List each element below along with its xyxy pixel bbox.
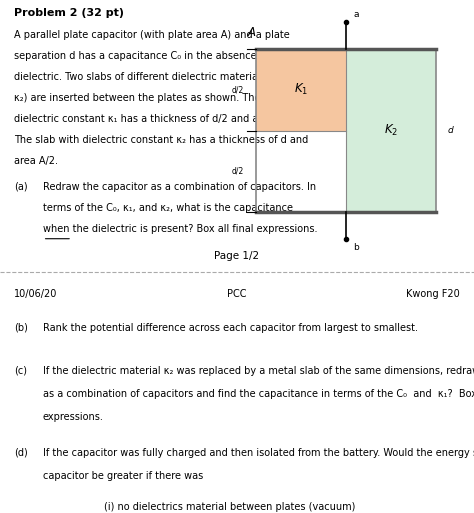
Text: (a): (a) <box>14 182 28 192</box>
Text: when the dielectric is present? Box all final expressions.: when the dielectric is present? Box all … <box>43 224 317 234</box>
Text: If the capacitor was fully charged and then isolated from the battery. Would the: If the capacitor was fully charged and t… <box>43 448 474 458</box>
Text: $K_1$: $K_1$ <box>294 82 308 97</box>
Text: If the dielectric material κ₂ was replaced by a metal slab of the same dimension: If the dielectric material κ₂ was replac… <box>43 366 474 376</box>
Text: d/2: d/2 <box>232 167 244 176</box>
Text: PCC: PCC <box>227 289 247 299</box>
Text: 10/06/20: 10/06/20 <box>14 289 58 299</box>
Bar <box>256 49 436 212</box>
Bar <box>256 49 346 130</box>
Text: Rank the potential difference across each capacitor from largest to smallest.: Rank the potential difference across eac… <box>43 323 418 332</box>
Text: $K_2$: $K_2$ <box>384 123 398 138</box>
Text: d/2: d/2 <box>232 85 244 94</box>
Text: Kwong F20: Kwong F20 <box>406 289 460 299</box>
Text: A: A <box>247 26 255 39</box>
Text: separation d has a capacitance C₀ in the absence of a: separation d has a capacitance C₀ in the… <box>14 51 278 61</box>
Text: Page 1/2: Page 1/2 <box>214 251 260 261</box>
Text: expressions.: expressions. <box>43 412 103 422</box>
Text: κ₂) are inserted between the plates as shown. The slab with: κ₂) are inserted between the plates as s… <box>14 93 308 103</box>
Text: Redraw the capacitor as a combination of capacitors. In: Redraw the capacitor as a combination of… <box>43 182 316 192</box>
Text: a: a <box>353 10 359 19</box>
Text: (d): (d) <box>14 448 28 458</box>
Text: (i) no dielectrics material between plates (vacuum): (i) no dielectrics material between plat… <box>104 502 356 512</box>
Text: capacitor be greater if there was: capacitor be greater if there was <box>43 471 203 481</box>
Text: dielectric constant κ₁ has a thickness of d/2 and area A/2.: dielectric constant κ₁ has a thickness o… <box>14 114 297 124</box>
Text: (c): (c) <box>14 366 27 376</box>
Text: dielectric. Two slabs of different dielectric material (κ₁ and: dielectric. Two slabs of different diele… <box>14 72 299 82</box>
Text: d: d <box>448 126 454 135</box>
Text: A parallel plate capacitor (with plate area A) and a plate: A parallel plate capacitor (with plate a… <box>14 30 290 40</box>
Text: b: b <box>353 243 359 252</box>
Text: area A/2.: area A/2. <box>14 155 58 166</box>
Text: (b): (b) <box>14 323 28 332</box>
Bar <box>346 49 436 212</box>
Text: Problem 2 (32 pt): Problem 2 (32 pt) <box>14 8 124 18</box>
Text: as a combination of capacitors and find the capacitance in terms of the C₀  and : as a combination of capacitors and find … <box>43 389 474 399</box>
Text: The slab with dielectric constant κ₂ has a thickness of d and: The slab with dielectric constant κ₂ has… <box>14 134 309 145</box>
Text: terms of the C₀, κ₁, and κ₂, what is the capacitance: terms of the C₀, κ₁, and κ₂, what is the… <box>43 203 292 213</box>
